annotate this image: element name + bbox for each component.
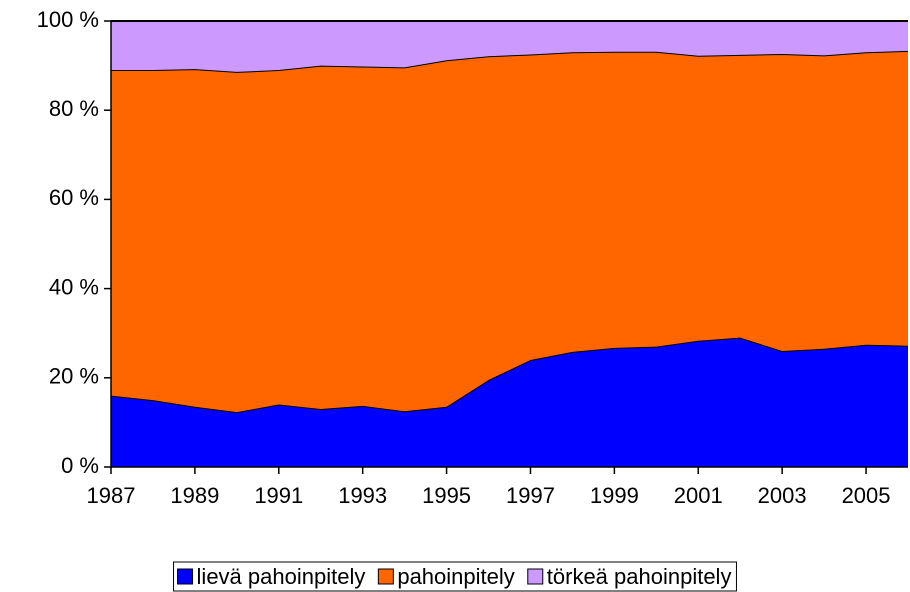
x-tick-label: 1997 — [506, 483, 555, 508]
x-tick-label: 2003 — [758, 483, 807, 508]
legend-swatch — [177, 568, 194, 585]
x-tick-label: 2005 — [842, 483, 891, 508]
legend-box — [173, 561, 737, 592]
area — [111, 337, 908, 467]
x-tick-label: 1991 — [254, 483, 303, 508]
legend: lievä pahoinpitely pahoinpitely törkeä pah… — [173, 561, 737, 592]
x-tick-label: 1999 — [590, 483, 639, 508]
y-tick-label: 80 % — [49, 96, 99, 121]
legend-label: pahoinpitely — [397, 564, 514, 589]
area — [111, 50, 908, 413]
x-tick-label: 1989 — [170, 483, 219, 508]
y-tick-label: 60 % — [49, 185, 99, 210]
y-tick-label: 20 % — [49, 364, 99, 389]
legend-swatch — [527, 568, 544, 585]
legend-label: lievä pahoinpitely — [197, 564, 366, 589]
y-tick-label: 100 % — [37, 7, 99, 32]
legend-swatch — [377, 568, 394, 585]
x-tick-label: 1993 — [338, 483, 387, 508]
x-tick-label: 2001 — [674, 483, 723, 508]
area — [111, 21, 908, 72]
y-tick-label: 0 % — [61, 453, 99, 478]
y-tick-label: 40 % — [49, 274, 99, 299]
x-tick-label: 1995 — [422, 483, 471, 508]
x-tick-label: 1987 — [87, 483, 136, 508]
legend-label: törkeä pahoinpitely — [547, 564, 732, 589]
